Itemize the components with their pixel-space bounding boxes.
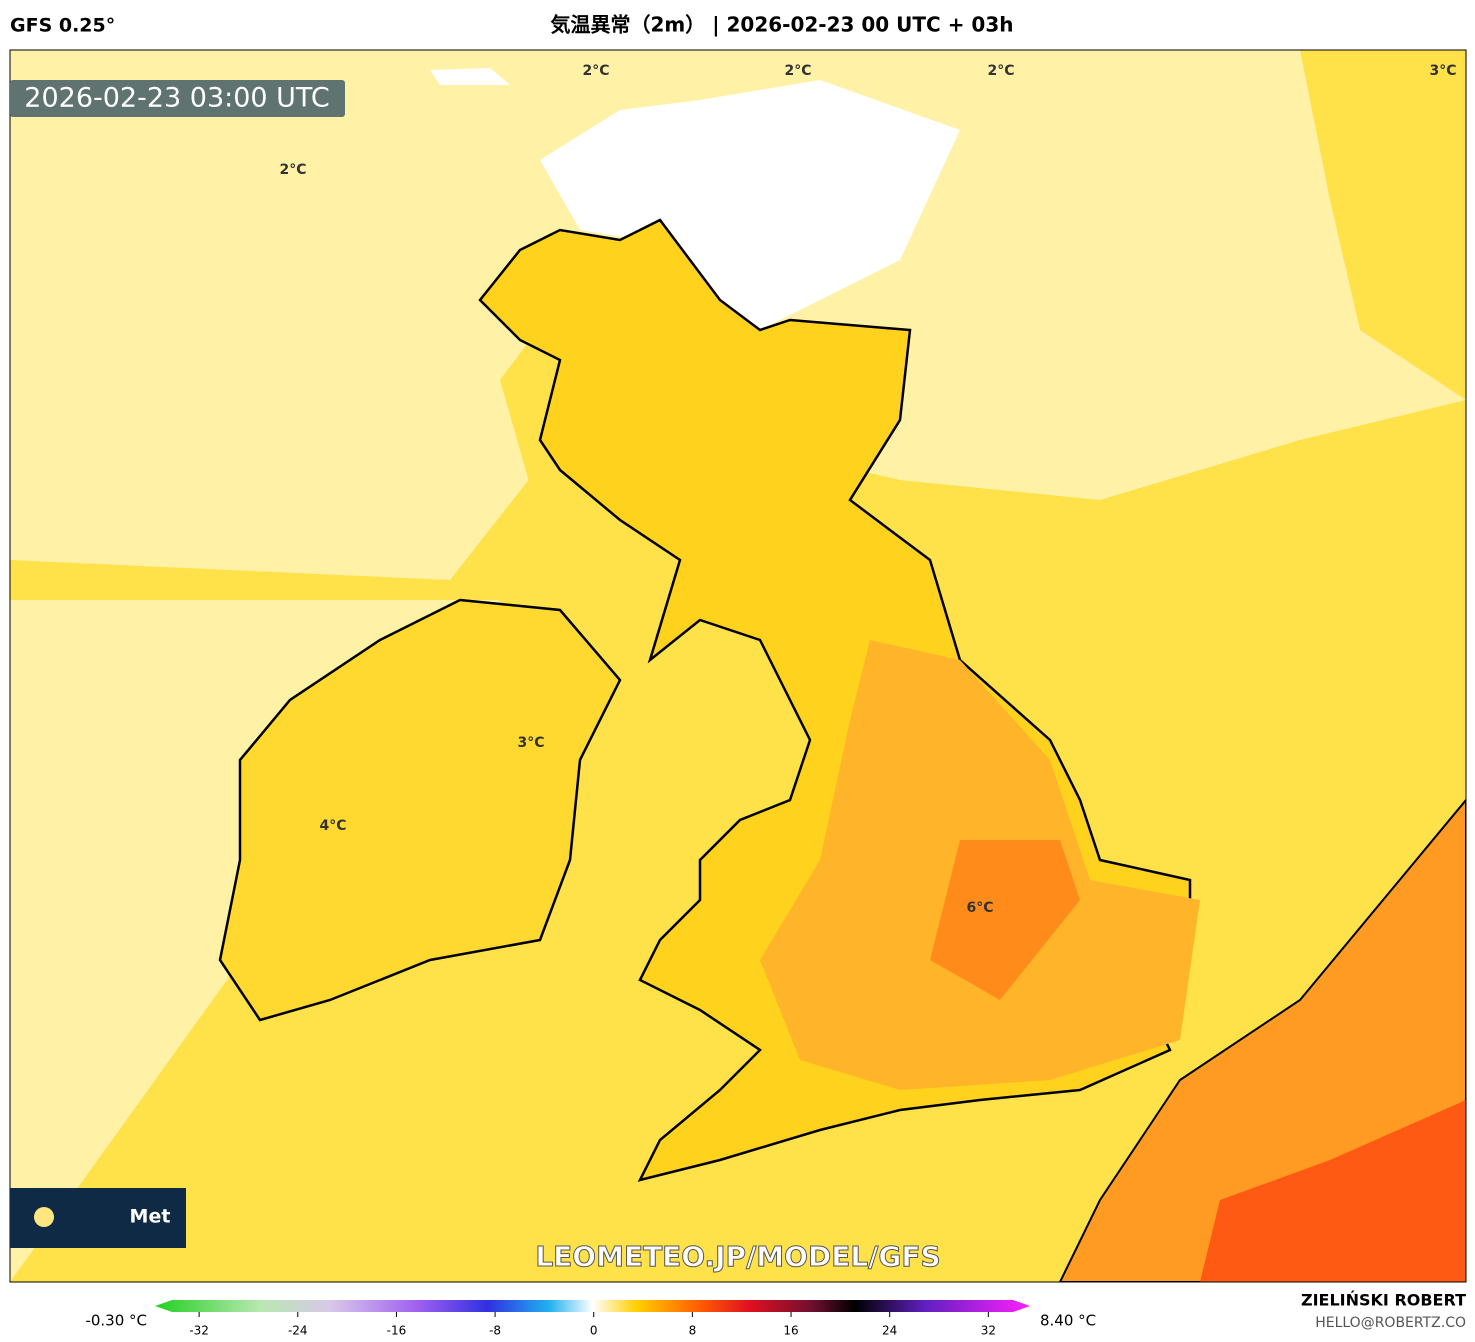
warm-anomaly [930, 840, 1080, 1000]
contour-label: 2°C [582, 63, 609, 79]
map [10, 50, 1466, 1282]
colorbar-tick-label: -32 [189, 1324, 209, 1338]
colorbar-tick-label: -16 [387, 1324, 407, 1338]
contour-label: 2°C [784, 63, 811, 79]
title: 気温異常（2m） | 2026-02-23 00 UTC + 03h [551, 13, 1014, 37]
colorbar [155, 1300, 1030, 1312]
contour-label: 3°C [1429, 63, 1456, 79]
contour-label: 2°C [987, 63, 1014, 79]
cold-patch [540, 80, 960, 420]
colorbar-tick-label: -8 [489, 1324, 501, 1338]
colorbar-tick-label: 16 [783, 1324, 798, 1338]
contour-label: 2°C [279, 162, 306, 178]
contour-labels: 2°C 2°C 2°C 3°C 2°C 3°C 4°C 6°C [279, 63, 1456, 916]
logo-sun [34, 1207, 54, 1227]
valid-time: 2026-02-23 03:00 UTC [24, 83, 329, 114]
cold-patch [430, 68, 510, 85]
contour-label: 3°C [517, 735, 544, 751]
colorbar-tick-label: 32 [981, 1324, 996, 1338]
map-frame [9, 49, 1467, 1283]
colorbar-ticks: -32 -24 -16 -8 0 8 16 24 32 [189, 1312, 996, 1338]
contour-label: 6°C [966, 900, 993, 916]
ireland [218, 598, 622, 1022]
watermark: LEOMETEO.JP/MODEL/GFS [535, 1240, 940, 1273]
colorbar-tick-label: -24 [288, 1324, 308, 1338]
colorbar-tick-label: 0 [590, 1324, 598, 1338]
warm-anomaly [1200, 1100, 1466, 1282]
contour-label: 4°C [319, 818, 346, 834]
colorbar-tick-label: 24 [882, 1324, 897, 1338]
model-label: GFS 0.25° [10, 15, 115, 37]
logo-text: Met [130, 1206, 171, 1228]
colorbar-min: -0.30 °C [85, 1312, 147, 1330]
time-box [10, 80, 345, 117]
email: HELLO@ROBERTZ.CO [1315, 1315, 1466, 1331]
colorbar-max: 8.40 °C [1040, 1312, 1096, 1330]
warm-zone [1300, 50, 1466, 400]
author: ZIELIŃSKI ROBERT [1301, 1291, 1466, 1310]
colorbar-tick-label: 8 [689, 1324, 697, 1338]
